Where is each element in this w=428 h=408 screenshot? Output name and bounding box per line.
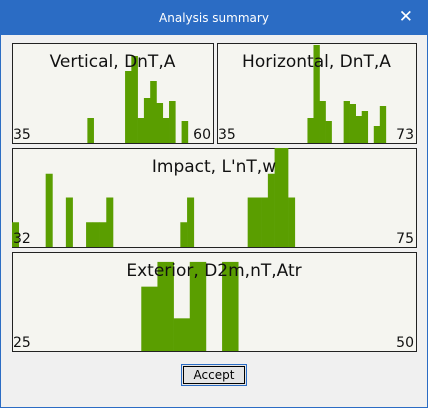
histogram-bar: [12, 222, 20, 247]
panel: [12, 252, 417, 352]
histogram-bar: [157, 261, 174, 351]
max-label: 50: [396, 335, 414, 351]
panel: [12, 148, 417, 248]
min-label: 25: [13, 335, 31, 351]
histogram-bar: [162, 118, 170, 143]
histogram-bar: [254, 197, 262, 247]
min-label: 35: [218, 127, 236, 143]
histogram-bar: [143, 98, 151, 143]
histogram-bar: [307, 118, 314, 143]
histogram-bar: [222, 261, 239, 351]
histogram-bar: [137, 118, 145, 143]
window-title: Analysis summary: [159, 11, 269, 25]
max-label: 75: [396, 231, 414, 247]
panel-title: Horizontal, DnT,A: [242, 52, 391, 72]
max-label: 60: [193, 127, 211, 143]
histogram-bar: [125, 71, 132, 143]
histogram-bar: [92, 222, 100, 247]
panel-title: Exterior, D2m,nT,Atr: [126, 261, 301, 281]
min-label: 35: [13, 127, 31, 143]
histogram-bar: [267, 173, 275, 247]
histogram-bar: [373, 126, 381, 143]
histogram-bar: [99, 222, 107, 247]
histogram-bar: [261, 197, 269, 247]
max-label: 73: [396, 127, 414, 143]
histogram-bar: [86, 222, 94, 247]
panel: [12, 43, 214, 144]
histogram-bar: [150, 81, 157, 143]
histogram-bar: [156, 103, 164, 143]
histogram-bar: [288, 197, 296, 247]
min-label: 32: [13, 231, 31, 247]
histogram-bar: [131, 56, 138, 143]
histogram-bar: [141, 286, 158, 351]
close-button[interactable]: ✕: [398, 7, 413, 27]
histogram-bar: [169, 101, 176, 143]
histogram-bar: [189, 261, 207, 351]
histogram-bar: [379, 106, 387, 143]
histogram-bar: [325, 121, 332, 143]
histogram-bar: [281, 148, 289, 247]
panels: Vertical, DnT,A 35 60 Horizontal, DnT,A 35 73…: [12, 43, 417, 352]
panel-title: Vertical, DnT,A: [50, 52, 176, 72]
histogram-bar: [343, 101, 350, 143]
histogram-bar: [173, 318, 191, 351]
histogram-bar: [247, 197, 255, 247]
title-bar: Analysis summary ✕: [1, 1, 427, 35]
histogram-bar: [187, 197, 195, 247]
histogram-bar: [355, 116, 363, 143]
histogram-bar: [106, 197, 114, 247]
histogram-bar: [313, 45, 320, 143]
histogram-bar: [87, 118, 94, 143]
histogram-bar: [319, 101, 326, 143]
histogram-bar: [181, 121, 189, 143]
histogram-bar: [349, 104, 356, 143]
histogram-bar: [45, 173, 53, 247]
panel-title: Impact, L'nT,w: [152, 157, 276, 177]
accept-button[interactable]: Accept: [181, 364, 247, 386]
histogram-bar: [65, 197, 73, 247]
histogram-bar: [361, 111, 369, 143]
histogram-bar: [274, 148, 282, 247]
histogram-bar: [180, 222, 188, 247]
